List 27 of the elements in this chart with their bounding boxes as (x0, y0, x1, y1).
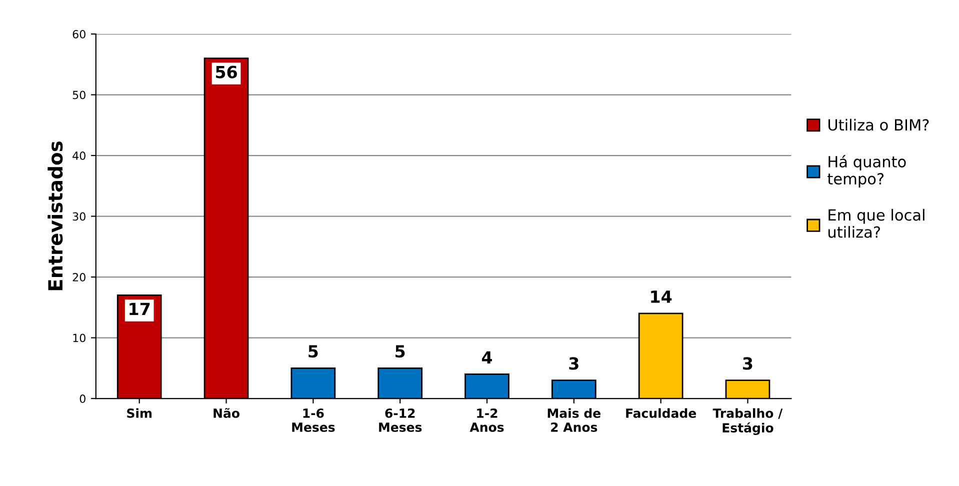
x-tick-label: Sim (127, 408, 152, 418)
data-label: 4 (482, 351, 492, 364)
data-label: 5 (308, 345, 318, 358)
y-axis-title: Entrevistados (48, 142, 63, 290)
x-tick-label: 1-6 Meses (292, 408, 335, 432)
data-label: 56 (216, 66, 237, 78)
data-label: 3 (569, 357, 578, 370)
legend-label: Utiliza o BIM? (828, 118, 929, 131)
x-tick-label: 1-2 Anos (470, 408, 504, 432)
data-label: 17 (130, 302, 150, 316)
y-tick-label: 50 (72, 90, 86, 100)
y-tick-label: 0 (80, 394, 86, 403)
y-tick-label: 60 (72, 30, 86, 38)
y-tick-label: 40 (72, 151, 86, 160)
data-label: 14 (651, 290, 672, 303)
data-label: 5 (396, 345, 405, 358)
y-tick-label: 30 (72, 212, 86, 221)
x-tick-label: 6-12 Meses (379, 408, 422, 432)
x-tick-label: Trabalho / Estágio (712, 408, 783, 436)
x-tick-label: Faculdade (626, 408, 696, 418)
x-tick-label: Mais de 2 Anos (548, 408, 600, 432)
y-tick-label: 10 (73, 334, 86, 342)
x-tick-label: Não (214, 408, 240, 418)
data-label: 3 (743, 357, 752, 370)
legend-label: Há quanto tempo? (828, 155, 906, 188)
legend-label: Em que local utiliza? (828, 208, 924, 238)
y-tick-label: 20 (72, 272, 86, 282)
